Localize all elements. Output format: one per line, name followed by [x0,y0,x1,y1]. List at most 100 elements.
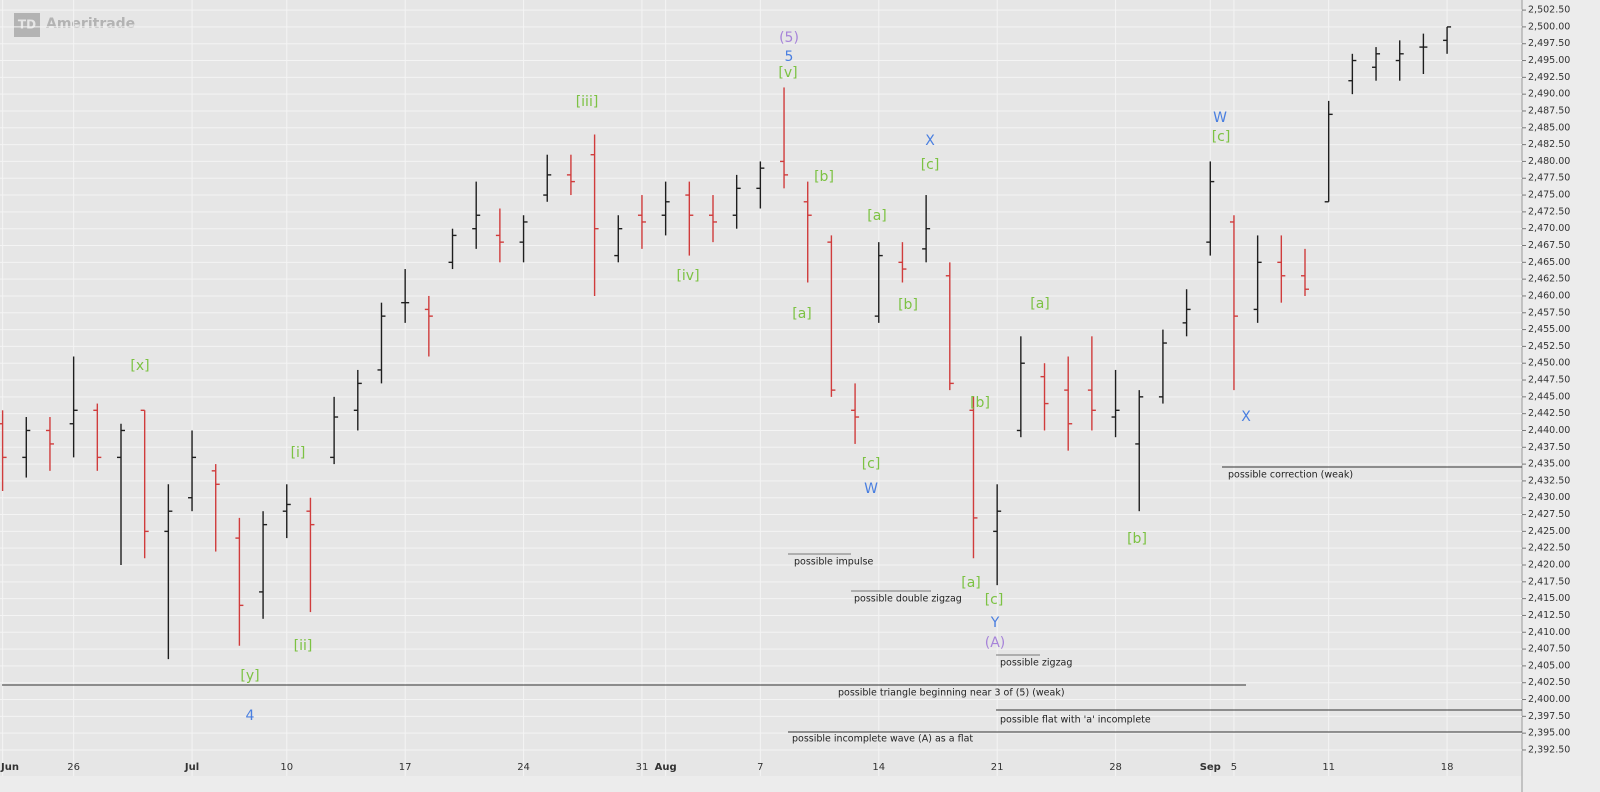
y-tick-label: 2,475.00 [1528,190,1570,201]
y-tick-label: 2,452.50 [1528,341,1570,352]
x-tick-label: 18 [1441,762,1454,773]
note: possible flat with 'a' incomplete [1000,715,1151,726]
y-tick-label: 2,422.50 [1528,543,1570,554]
wave-label: [y] [240,668,259,684]
y-tick-label: 2,427.50 [1528,509,1570,520]
y-tick-label: 2,502.50 [1528,5,1570,16]
wave-label: X [1241,409,1251,425]
wave-label: [i] [291,445,306,461]
y-tick-label: 2,430.00 [1528,492,1570,503]
x-tick-label: 28 [1109,762,1122,773]
y-tick-label: 2,392.50 [1528,744,1570,755]
y-tick-label: 2,482.50 [1528,139,1570,150]
y-tick-label: 2,492.50 [1528,72,1570,83]
wave-label: [iii] [576,94,599,110]
y-tick-label: 2,447.50 [1528,375,1570,386]
logo-box [14,13,40,37]
y-tick-label: 2,420.00 [1528,559,1570,570]
y-tick-label: 2,455.00 [1528,324,1570,335]
x-tick-label: 14 [872,762,885,773]
x-tick-label: 11 [1322,762,1335,773]
x-tick-label: 17 [399,762,412,773]
x-tick-label: Jul [184,762,199,773]
time-axis [0,776,1522,792]
y-tick-label: 2,500.00 [1528,21,1570,32]
wave-label: X [925,133,935,149]
x-tick-label: Jun [0,762,19,773]
x-tick-label: Sep [1200,762,1221,773]
y-tick-label: 2,397.50 [1528,711,1570,722]
wave-label: [a] [1030,296,1050,312]
y-tick-label: 2,470.00 [1528,223,1570,234]
note: possible triangle beginning near 3 of (5… [838,688,1065,699]
y-tick-label: 2,437.50 [1528,442,1570,453]
y-tick-label: 2,442.50 [1528,408,1570,419]
y-tick-label: 2,425.00 [1528,526,1570,537]
y-tick-label: 2,495.00 [1528,55,1570,66]
y-tick-label: 2,412.50 [1528,610,1570,621]
wave-label: [b] [814,169,834,185]
watermark: Ameritrade [46,16,135,32]
note: possible impulse [794,557,873,568]
y-tick-label: 2,445.00 [1528,391,1570,402]
logo-text: TD [18,18,36,32]
wave-label: W [864,481,878,497]
wave-label: [iv] [676,268,699,284]
x-tick-label: 5 [1231,762,1237,773]
x-tick-label: 26 [67,762,80,773]
y-tick-label: 2,417.50 [1528,576,1570,587]
wave-label: [c] [921,157,940,173]
wave-label: [c] [862,456,881,472]
y-tick-label: 2,477.50 [1528,173,1570,184]
y-tick-label: 2,410.00 [1528,627,1570,638]
y-tick-label: 2,415.00 [1528,593,1570,604]
wave-label: 4 [246,708,255,724]
y-tick-label: 2,460.00 [1528,290,1570,301]
y-tick-label: 2,467.50 [1528,240,1570,251]
y-tick-label: 2,407.50 [1528,644,1570,655]
x-tick-label: 24 [517,762,530,773]
wave-label: [b] [898,297,918,313]
y-tick-label: 2,402.50 [1528,677,1570,688]
note: possible double zigzag [854,594,962,605]
y-tick-label: 2,400.00 [1528,694,1570,705]
logo: TD Ameritrade [14,13,135,37]
y-tick-label: 2,487.50 [1528,105,1570,116]
y-tick-label: 2,450.00 [1528,358,1570,369]
y-tick-label: 2,472.50 [1528,206,1570,217]
wave-label: [b] [970,395,990,411]
wave-label: [c] [1212,129,1231,145]
wave-label: [v] [778,65,797,81]
y-tick-label: 2,497.50 [1528,38,1570,49]
wave-label: [b] [1127,531,1147,547]
y-tick-label: 2,480.00 [1528,156,1570,167]
x-tick-label: 21 [991,762,1004,773]
x-tick-label: 10 [280,762,293,773]
wave-label: [c] [985,592,1004,608]
wave-label: (5) [779,30,799,46]
x-tick-label: 7 [757,762,763,773]
wave-label: W [1213,110,1227,126]
y-tick-label: 2,462.50 [1528,274,1570,285]
wave-label: [x] [130,358,149,374]
wave-label: 5 [785,49,794,65]
wave-label: Y [990,615,1000,631]
y-tick-label: 2,490.00 [1528,89,1570,100]
wave-label: [a] [867,208,887,224]
note: possible incomplete wave (A) as a flat [792,734,973,745]
price-axis [1522,0,1600,792]
y-tick-label: 2,395.00 [1528,728,1570,739]
x-tick-label: 31 [636,762,649,773]
wave-label: [a] [792,306,812,322]
y-tick-label: 2,405.00 [1528,660,1570,671]
wave-label: [ii] [294,638,313,654]
y-tick-label: 2,440.00 [1528,425,1570,436]
x-tick-label: Aug [655,762,677,773]
y-tick-label: 2,435.00 [1528,459,1570,470]
y-tick-label: 2,465.00 [1528,257,1570,268]
y-tick-label: 2,485.00 [1528,122,1570,133]
note: possible zigzag [1000,658,1072,669]
y-tick-label: 2,457.50 [1528,307,1570,318]
